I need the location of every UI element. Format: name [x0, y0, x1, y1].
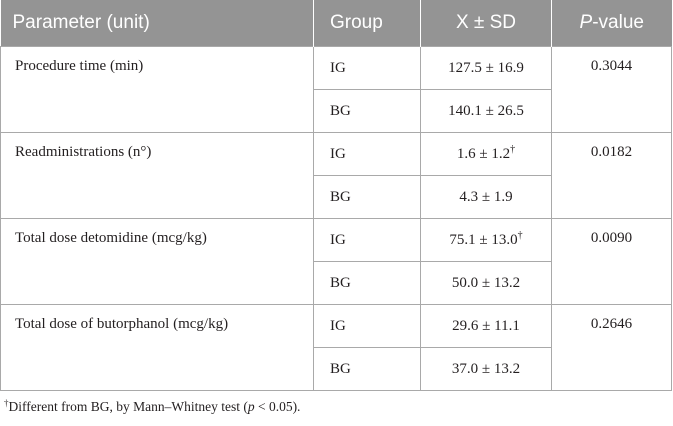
table-row: Total dose detomidine (mcg/kg) IG 75.1 ±… — [0, 218, 672, 305]
header-group: Group — [313, 0, 421, 47]
group-cell: IG — [313, 132, 421, 176]
results-table: Parameter (unit) Group X ± SD P-value Pr… — [0, 0, 672, 391]
dagger-mark: † — [517, 229, 523, 241]
mean-sd-value: 127.5 ± 16.9 — [448, 59, 524, 76]
mean-sd-cell: 4.3 ± 1.9 — [420, 175, 552, 219]
footnote-text-start: Different from BG, by Mann–Whitney test … — [8, 399, 248, 414]
footnote-dagger: † — [4, 398, 9, 408]
table-row: Total dose of butorphanol (mcg/kg) IG 29… — [0, 304, 672, 391]
dagger-mark: † — [510, 143, 516, 155]
footnote-text-end: < 0.05). — [254, 399, 301, 414]
header-p-value: P-value — [551, 0, 672, 47]
mean-sd-value: 37.0 ± 13.2 — [451, 360, 521, 377]
table-row: BG 140.1 ± 26.5 — [1, 89, 672, 133]
table-row: BG 37.0 ± 13.2 — [1, 347, 672, 391]
mean-sd-value: 75.1 ± 13.0 — [449, 231, 518, 248]
mean-sd-cell: 127.5 ± 16.9 — [420, 46, 552, 90]
group-cell: BG — [313, 261, 421, 305]
table-row: Procedure time (min) IG 127.5 ± 16.9 0.3… — [0, 46, 672, 133]
table-row: BG 4.3 ± 1.9 — [1, 175, 672, 219]
group-cell: IG — [313, 304, 421, 348]
parameter-cell: Total dose detomidine (mcg/kg) — [0, 218, 314, 305]
mean-sd-cell: 75.1 ± 13.0† — [420, 218, 552, 262]
p-value-cell: 0.0182 — [551, 132, 672, 219]
p-value-cell: 0.3044 — [551, 46, 672, 133]
mean-sd-value: 29.6 ± 11.1 — [452, 317, 520, 334]
header-p-letter: P — [579, 12, 593, 33]
header-p-suffix: -value — [592, 12, 644, 33]
table-row: Readministrations (n°) IG 1.6 ± 1.2† 0.0… — [0, 132, 672, 219]
table-row: BG 50.0 ± 13.2 — [1, 261, 672, 305]
mean-sd-value: 1.6 ± 1.2 — [456, 145, 511, 162]
header-parameter: Parameter (unit) — [0, 0, 314, 47]
group-cell: BG — [313, 89, 421, 133]
parameter-cell: Total dose of butorphanol (mcg/kg) — [0, 304, 314, 391]
group-cell: BG — [313, 347, 421, 391]
mean-sd-cell: 29.6 ± 11.1 — [420, 304, 552, 348]
mean-sd-value: 50.0 ± 13.2 — [451, 274, 521, 291]
mean-sd-cell: 140.1 ± 26.5 — [420, 89, 552, 133]
mean-sd-cell: 37.0 ± 13.2 — [420, 347, 552, 391]
p-value-cell: 0.0090 — [551, 218, 672, 305]
mean-sd-cell: 50.0 ± 13.2 — [420, 261, 552, 305]
header-row: Parameter (unit) Group X ± SD P-value — [0, 0, 672, 47]
parameter-cell: Procedure time (min) — [0, 46, 314, 133]
parameter-cell: Readministrations (n°) — [0, 132, 314, 219]
footnote-p-symbol: p — [247, 399, 255, 414]
mean-sd-cell: 1.6 ± 1.2† — [420, 132, 552, 176]
p-value-cell: 0.2646 — [551, 304, 672, 391]
table-footnote: †Different from BG, by Mann–Whitney test… — [4, 399, 300, 415]
group-cell: IG — [313, 218, 421, 262]
mean-sd-value: 4.3 ± 1.9 — [459, 188, 513, 205]
group-cell: IG — [313, 46, 421, 90]
mean-sd-value: 140.1 ± 26.5 — [448, 102, 524, 119]
header-mean-sd: X ± SD — [420, 0, 552, 47]
group-cell: BG — [313, 175, 421, 219]
